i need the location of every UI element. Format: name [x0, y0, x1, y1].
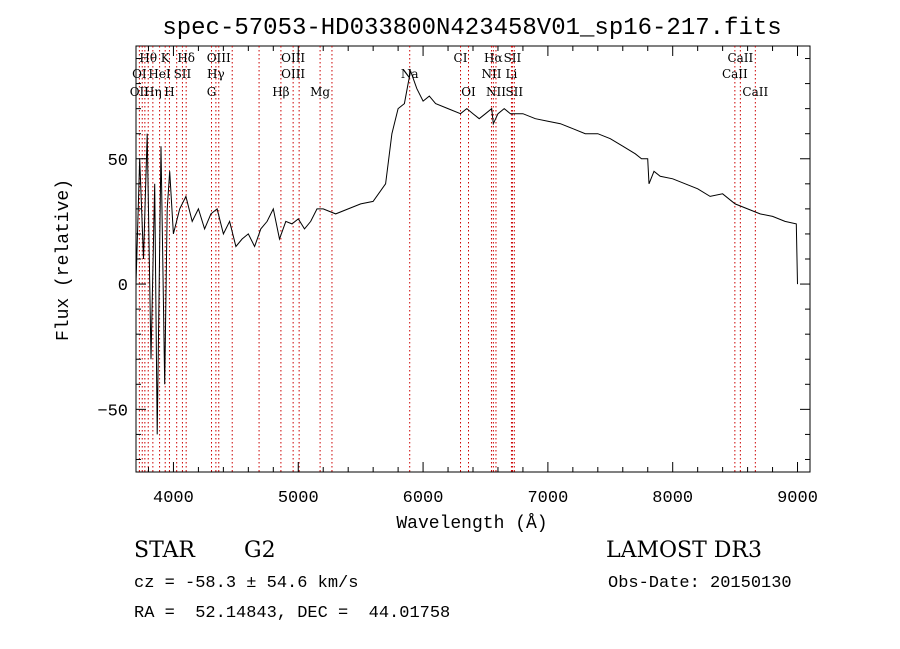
obs-date: Obs-Date: 20150130: [608, 574, 792, 593]
spectral-line-label: OIII: [281, 67, 305, 81]
spectral-line-label: OII: [130, 85, 150, 99]
spectral-line-label: Mg: [310, 85, 330, 99]
spectral-line-label: SII: [505, 85, 523, 99]
y-tick-label: 0: [118, 277, 128, 296]
spectral-line-label: Hη: [144, 85, 162, 99]
spectral-line-markers: [138, 46, 756, 472]
x-tick-label: 4000: [153, 489, 194, 508]
spectral-line-label: CaII: [742, 85, 768, 99]
plot-frame: [135, 45, 811, 473]
survey-label: LAMOST DR3: [606, 538, 762, 563]
spectral-line-label: K: [161, 51, 171, 65]
spectral-line-label: H: [164, 85, 174, 99]
x-tick-label: 6000: [403, 489, 444, 508]
spectral-line-label: Li: [506, 67, 518, 81]
coordinates-text: RA = 52.14843, DEC = 44.01758: [134, 604, 451, 623]
spectral-line-label: CaII: [722, 67, 748, 81]
spectral-line-label: NII: [486, 85, 506, 99]
y-tick-label: 50: [108, 152, 128, 171]
spectral-line-label: Hθ: [139, 51, 157, 65]
spectral-line-label: SII: [504, 51, 522, 65]
x-tick-label: 7000: [527, 489, 568, 508]
spectral-line-label: OI: [132, 67, 147, 81]
spectral-line-label: HeI: [148, 67, 171, 81]
axis-ticks: [136, 46, 810, 472]
spectral-line-label: CI: [454, 51, 468, 65]
spectral-line-label: Hα: [484, 51, 503, 65]
spectral-line-label: Hγ: [207, 67, 225, 81]
axis-tick-labels: 4000 5000 6000 7000 8000 9000 −50 0 50: [97, 152, 818, 508]
x-axis-label: Wavelength (Å): [396, 513, 547, 534]
x-tick-label: 9000: [777, 489, 818, 508]
x-tick-label: 5000: [278, 489, 319, 508]
y-tick-label: −50: [97, 402, 128, 421]
spectral-line-label: Hβ: [272, 85, 289, 99]
chart-title: spec-57053-HD033800N423458V01_sp16-217.f…: [162, 15, 781, 42]
spectral-line-label: CaII: [727, 51, 753, 65]
spectral-line-label: OI: [461, 85, 476, 99]
spectral-line-label: G: [207, 85, 217, 99]
y-axis-label: Flux (relative): [54, 179, 74, 341]
spectral-line-label: Hδ: [177, 51, 195, 65]
spectral-line-label: OIII: [207, 51, 231, 65]
object-class: STAR: [134, 538, 195, 563]
x-tick-label: 8000: [652, 489, 693, 508]
spectrum-series-line: [135, 69, 798, 435]
spectral-line-label: SII: [174, 67, 192, 81]
spectral-line-label: NII: [481, 67, 501, 81]
object-subclass: G2: [244, 538, 276, 563]
redshift-text: cz = -58.3 ± 54.6 km/s: [134, 574, 359, 593]
spectral-line-label: OIII: [281, 51, 305, 65]
